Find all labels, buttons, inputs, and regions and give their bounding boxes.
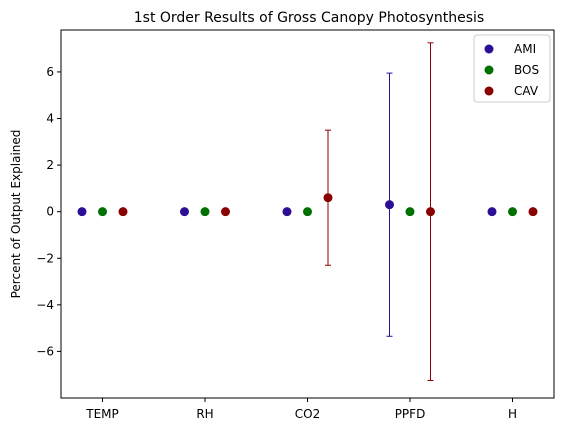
x-tick-label: TEMP: [85, 407, 119, 421]
data-point: [487, 207, 497, 217]
legend: AMI BOS CAV: [473, 34, 551, 103]
data-point: [282, 207, 292, 217]
data-point: [323, 193, 333, 203]
x-tick-label: CO2: [295, 407, 320, 421]
data-layer: [77, 42, 538, 382]
legend-marker: [484, 86, 494, 96]
x-axis: TEMP RH CO2 PPFD H: [85, 398, 517, 421]
y-tick-label: −6: [36, 344, 54, 358]
y-tick-label: 0: [46, 205, 54, 219]
chart-title: 1st Order Results of Gross Canopy Photos…: [134, 10, 484, 26]
data-point: [528, 207, 538, 217]
legend-marker: [484, 65, 494, 75]
y-tick-label: −2: [36, 251, 54, 265]
x-tick-label: PPFD: [395, 407, 426, 421]
y-axis-label: Percent of Output Explained: [9, 130, 23, 299]
y-tick-label: 6: [46, 65, 54, 79]
data-point: [118, 207, 128, 217]
data-point: [405, 207, 415, 217]
y-tick-label: 2: [46, 158, 54, 172]
y-tick-label: 4: [46, 112, 54, 126]
y-tick-label: −4: [36, 298, 54, 312]
x-tick-label: RH: [196, 407, 213, 421]
data-point: [200, 207, 210, 217]
legend-frame: [473, 34, 551, 103]
data-point: [303, 207, 312, 217]
data-point: [426, 207, 435, 217]
data-point: [508, 207, 517, 217]
legend-label: BOS: [514, 63, 539, 77]
x-tick-label: H: [508, 407, 517, 421]
data-point: [180, 207, 189, 217]
data-point: [221, 207, 230, 217]
legend-marker: [484, 44, 494, 54]
y-axis: −6 −4 −2 0 2 4 6: [36, 65, 61, 358]
data-point: [77, 207, 87, 217]
legend-label: AMI: [514, 42, 536, 56]
data-point: [385, 200, 394, 210]
legend-label: CAV: [514, 84, 539, 98]
data-point: [98, 207, 107, 217]
